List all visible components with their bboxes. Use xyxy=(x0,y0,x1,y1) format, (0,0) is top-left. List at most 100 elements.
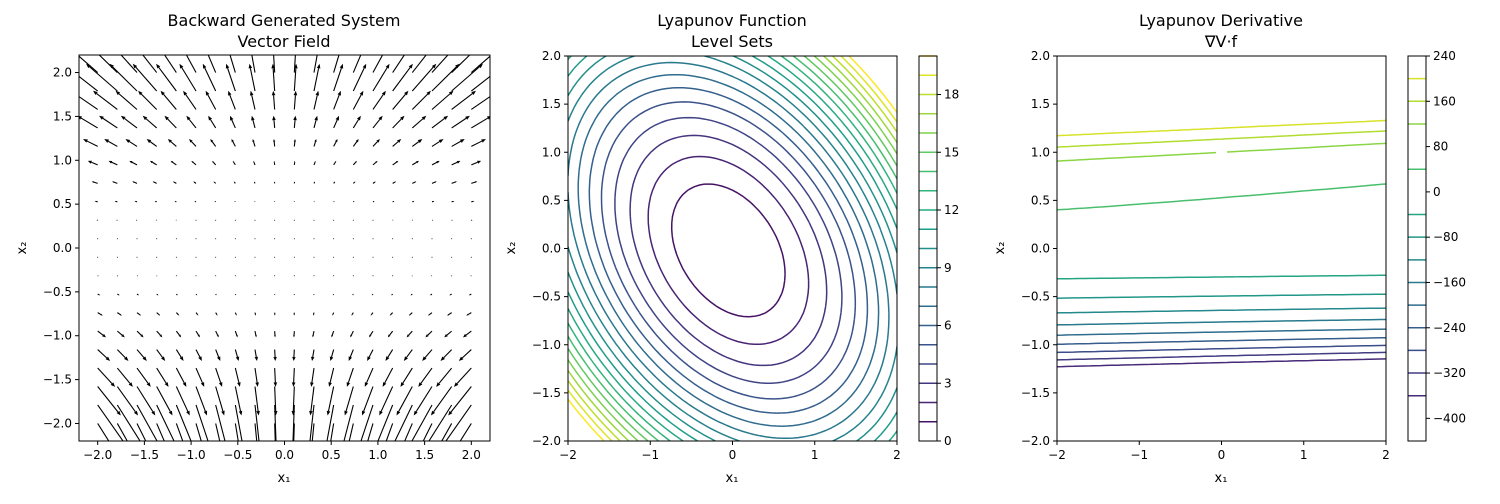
derivative-contours xyxy=(1057,121,1386,367)
quiver-arrow xyxy=(216,368,223,387)
quiver-arrow xyxy=(292,368,296,387)
quiver-arrow xyxy=(97,257,98,258)
quiver-arrow xyxy=(176,313,179,316)
quiver-arrow xyxy=(212,161,216,165)
y-tick-label: 2.0 xyxy=(53,66,72,80)
quiver-arrow xyxy=(200,35,216,73)
colorbar-tick-label: 6 xyxy=(944,319,952,333)
panel3-ylabel: x₂ xyxy=(993,242,1008,255)
quiver-arrow xyxy=(176,350,183,361)
quiver-arrow xyxy=(98,294,101,295)
quiver-arrow xyxy=(274,220,275,221)
contour-line xyxy=(1057,184,1386,210)
quiver-arrow xyxy=(196,220,197,221)
panel1-ylabel: x₂ xyxy=(15,242,30,255)
y-tick-label: −1.0 xyxy=(43,329,72,343)
quiver-arrow xyxy=(314,181,315,183)
quiver-arrow xyxy=(206,91,216,110)
quiver-arrow xyxy=(353,139,358,146)
panel3-axes-frame xyxy=(1057,56,1386,441)
quiver-arrow xyxy=(253,161,255,165)
quiver-arrow xyxy=(471,238,472,239)
quiver-arrow xyxy=(251,116,255,128)
y-tick-label: 2.0 xyxy=(542,49,561,63)
y-tick-label: 0.5 xyxy=(1031,193,1050,207)
quiver-arrow xyxy=(92,181,98,183)
quiver-arrow xyxy=(334,201,335,202)
panel1-xlabel: x₁ xyxy=(278,471,291,486)
quiver-arrow xyxy=(157,313,160,316)
quiver-arrow xyxy=(314,116,318,128)
x-tick-label: 0 xyxy=(729,448,737,462)
quiver-arrow xyxy=(314,139,317,146)
x-tick-label: −1.0 xyxy=(177,448,206,462)
quiver-arrow xyxy=(121,116,137,128)
quiver-arrow xyxy=(157,350,166,361)
quiver-arrow xyxy=(311,350,314,361)
quiver-arrow xyxy=(109,161,118,165)
quiver-arrow xyxy=(432,161,440,165)
quiver-arrow xyxy=(294,220,295,221)
panel2-xlabel: x₁ xyxy=(726,471,739,486)
colorbar-tick-label: −160 xyxy=(1433,275,1466,289)
y-tick-label: 0.5 xyxy=(53,197,72,211)
quiver-arrow xyxy=(255,238,256,239)
quiver-arrow xyxy=(137,350,147,361)
quiver-arrow xyxy=(353,91,363,110)
quiver-arrow xyxy=(196,238,197,239)
quiver-arrow xyxy=(313,257,314,258)
quiver-arrow xyxy=(330,350,334,361)
y-tick-label: −2.0 xyxy=(532,434,561,448)
quiver-arrow xyxy=(273,139,275,146)
quiver-arrow xyxy=(157,294,159,295)
x-tick-label: −0.5 xyxy=(223,448,252,462)
quiver-arrow xyxy=(93,91,117,110)
contour-line xyxy=(1057,338,1386,345)
quiver-arrow xyxy=(373,161,378,165)
quiver-arrow xyxy=(252,139,255,146)
quiver-arrow xyxy=(137,368,151,387)
panel2-ylabel: x₂ xyxy=(504,242,519,255)
quiver-arrow xyxy=(351,313,353,316)
quiver-arrow xyxy=(373,116,383,128)
quiver-arrow xyxy=(255,257,256,258)
quiver-arrow xyxy=(132,181,137,183)
quiver-arrow xyxy=(393,161,399,165)
x-tick-label: −2 xyxy=(559,448,577,462)
quiver-arrow xyxy=(469,294,472,295)
quiver-arrow xyxy=(412,91,431,110)
quiver-arrow xyxy=(444,331,451,337)
quiver-arrow xyxy=(452,116,470,128)
quiver-arrow xyxy=(213,181,215,183)
quiver-arrow xyxy=(451,238,452,239)
quiver-arrow xyxy=(432,139,444,146)
quiver-arrow xyxy=(255,275,256,276)
quiver-arrow xyxy=(369,331,373,337)
quiver-arrow xyxy=(390,313,393,316)
panel3-xlabel: x₁ xyxy=(1215,471,1228,486)
colorbar-tick-label: 15 xyxy=(944,145,959,159)
quiver-arrow xyxy=(372,238,373,239)
quiver-arrow xyxy=(191,161,196,165)
quiver-arrow xyxy=(313,313,314,316)
quiver-arrow xyxy=(255,313,256,316)
quiver-arrows xyxy=(54,35,515,483)
quiver-arrow xyxy=(215,257,216,258)
quiver-arrow xyxy=(135,201,137,202)
quiver-arrow xyxy=(216,331,219,337)
quiver-arrow xyxy=(431,238,432,239)
contour-line xyxy=(1057,294,1386,298)
quiver-arrow xyxy=(393,35,418,73)
quiver-arrow xyxy=(393,116,405,128)
quiver-arrow xyxy=(215,275,216,276)
quiver-arrow xyxy=(412,238,413,239)
y-tick-label: 0.0 xyxy=(542,242,561,256)
contour-line xyxy=(1057,359,1386,367)
quiver-arrow xyxy=(215,238,216,239)
colorbar-tick-label: 12 xyxy=(944,203,959,217)
quiver-arrow xyxy=(353,201,354,202)
quiver-arrow xyxy=(98,350,110,361)
quiver-arrow xyxy=(332,313,333,316)
